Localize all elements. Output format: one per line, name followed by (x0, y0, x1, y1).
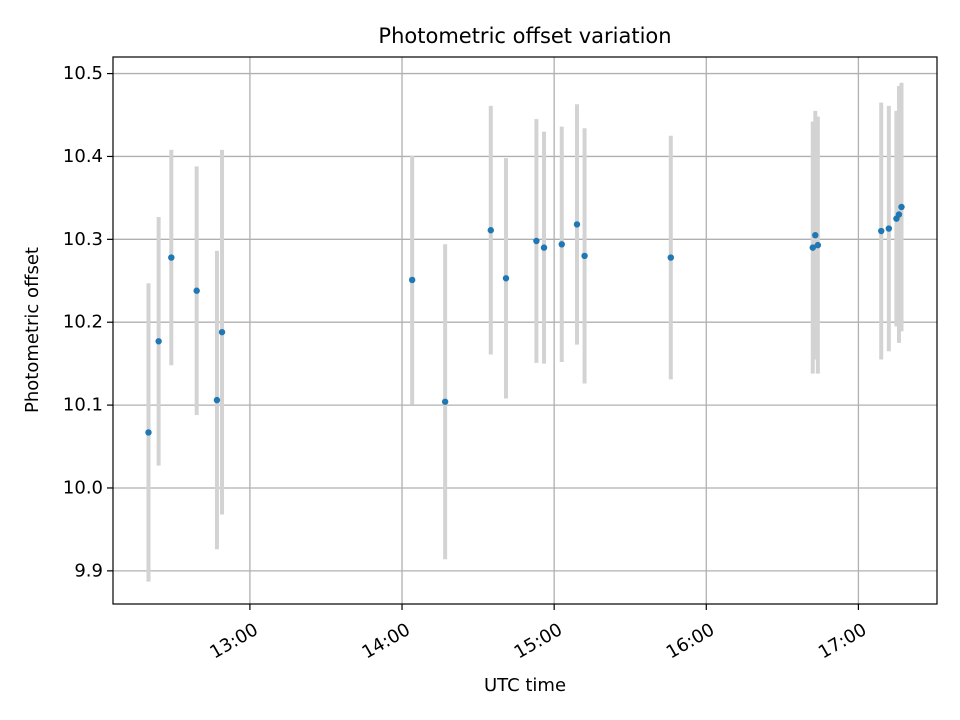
data-point (533, 237, 540, 245)
data-point (193, 287, 200, 294)
y-tick-label: 9.9 (74, 560, 103, 581)
data-point (812, 231, 819, 239)
y-tick-label: 10.0 (63, 477, 103, 498)
data-point (558, 241, 565, 248)
plot-frame (112, 56, 938, 605)
data-point (145, 429, 152, 436)
data-point (218, 328, 226, 336)
data-point (898, 203, 905, 211)
y-tick-label: 10.2 (63, 312, 103, 333)
y-tick-label: 10.5 (63, 63, 103, 84)
data-point (809, 244, 816, 251)
y-axis-label: Photometric offset (22, 247, 43, 413)
y-tick-label: 10.1 (63, 395, 103, 416)
data-point (502, 275, 510, 282)
data-point (441, 398, 449, 405)
data-point (885, 225, 893, 232)
x-axis-label: UTC time (484, 675, 566, 696)
y-tick-label: 10.3 (63, 229, 103, 250)
chart-title: Photometric offset variation (378, 24, 671, 48)
data-point (895, 211, 903, 218)
data-points (145, 203, 905, 436)
data-point (168, 254, 175, 261)
data-point (667, 254, 674, 261)
y-tick-label: 10.4 (63, 146, 103, 167)
grid (113, 57, 937, 604)
data-point (487, 227, 494, 234)
data-point (581, 252, 588, 260)
data-point (814, 241, 822, 249)
data-point (155, 338, 162, 345)
data-point (408, 276, 416, 284)
data-point (573, 221, 581, 228)
data-point (540, 244, 548, 251)
data-point (213, 396, 221, 404)
data-point (878, 227, 885, 235)
